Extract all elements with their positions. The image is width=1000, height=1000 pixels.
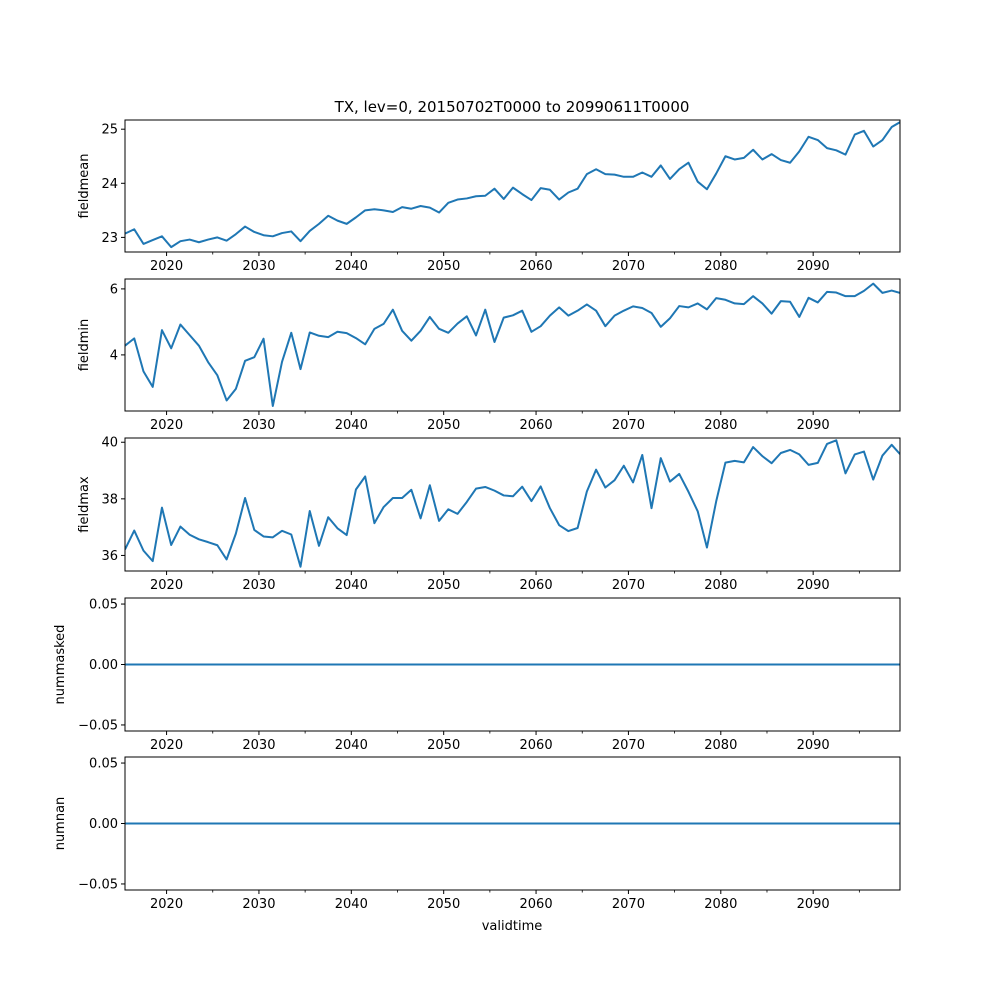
fieldmean-xtick-label: 2040 [335, 259, 368, 274]
fieldmin-xtick-label: 2040 [335, 418, 368, 433]
panel-fieldmin: 4 6 2020 2030 2040 2050 2060 2070 2080 2090 fieldm… [77, 278, 901, 433]
fieldmax-axis-label: fieldmax [77, 476, 92, 533]
nummasked-ytick-label: 0.00 [89, 658, 118, 673]
nummasked-ytick-label: 0.05 [89, 598, 118, 613]
fieldmin-ytick-label: 6 [110, 282, 118, 297]
fieldmax-xtick-label: 2050 [427, 578, 460, 593]
fieldmean-xtick-label: 2020 [150, 259, 183, 274]
chart-title: TX, lev=0, 20150702T0000 to 20990611T000… [334, 98, 690, 116]
numnan-ytick-label: −0.05 [78, 877, 118, 892]
fieldmin-xtick-label: 2020 [150, 418, 183, 433]
nummasked-xtick-label: 2080 [704, 738, 737, 753]
numnan-xtick-label: 2090 [797, 897, 830, 912]
nummasked-axis-label: nummasked [53, 625, 68, 705]
fieldmin-xtick-label: 2080 [704, 418, 737, 433]
fieldmax-xtick-label: 2070 [612, 578, 645, 593]
fieldmean-ytick-label: 23 [101, 231, 118, 246]
nummasked-xtick-label: 2070 [612, 738, 645, 753]
panels: 23 24 25 2020 2030 2040 2050 2060 2070 2080 2090 fi… [53, 119, 901, 912]
panel-nummasked: −0.05 0.00 0.05 2020 2030 2040 2050 2060 2070 208… [53, 597, 901, 753]
fieldmax-xtick-label: 2040 [335, 578, 368, 593]
fieldmin-ytick-label: 4 [110, 348, 118, 363]
fieldmean-xtick-label: 2060 [520, 259, 553, 274]
fieldmax-frame [124, 437, 901, 572]
numnan-axis-label: numnan [53, 797, 68, 851]
nummasked-xtick-label: 2030 [242, 738, 275, 753]
numnan-xtick-label: 2030 [242, 897, 275, 912]
fieldmin-xtick-label: 2050 [427, 418, 460, 433]
numnan-xtick-label: 2060 [520, 897, 553, 912]
nummasked-ytick-label: −0.05 [78, 718, 118, 733]
numnan-xtick-label: 2040 [335, 897, 368, 912]
fieldmax-ytick-label: 40 [101, 436, 118, 451]
fieldmean-frame [124, 119, 901, 253]
fieldmin-axis-label: fieldmin [77, 319, 92, 372]
numnan-xtick-label: 2020 [150, 897, 183, 912]
nummasked-xtick-label: 2050 [427, 738, 460, 753]
nummasked-xtick-label: 2020 [150, 738, 183, 753]
numnan-xtick-label: 2050 [427, 897, 460, 912]
fieldmin-series-line [125, 282, 900, 408]
fieldmax-xtick-label: 2020 [150, 578, 183, 593]
x-axis-label: validtime [482, 919, 543, 934]
fieldmax-ytick-label: 36 [101, 549, 118, 564]
panel-fieldmax: 36 38 40 2020 2030 2040 2050 2060 2070 2080 2090 fi… [77, 436, 901, 593]
panel-fieldmean: 23 24 25 2020 2030 2040 2050 2060 2070 2080 2090 fi… [77, 119, 901, 274]
numnan-xtick-label: 2080 [704, 897, 737, 912]
fieldmin-xtick-label: 2030 [242, 418, 275, 433]
fieldmax-xtick-label: 2090 [797, 578, 830, 593]
fieldmin-xtick-label: 2060 [520, 418, 553, 433]
fieldmean-axis-label: fieldmean [77, 154, 92, 219]
fieldmax-ytick-label: 38 [101, 492, 118, 507]
fieldmax-xtick-label: 2060 [520, 578, 553, 593]
fieldmax-xtick-label: 2080 [704, 578, 737, 593]
fieldmean-series-line [125, 121, 900, 249]
nummasked-xtick-label: 2060 [520, 738, 553, 753]
numnan-ytick-label: 0.00 [89, 817, 118, 832]
fieldmin-xtick-label: 2090 [797, 418, 830, 433]
panel-numnan: −0.05 0.00 0.05 2020 2030 2040 2050 2060 2070 208… [53, 756, 901, 912]
numnan-ytick-label: 0.05 [89, 757, 118, 772]
fieldmean-xtick-label: 2030 [242, 259, 275, 274]
fieldmean-xtick-label: 2070 [612, 259, 645, 274]
nummasked-xtick-label: 2040 [335, 738, 368, 753]
fieldmax-xtick-label: 2030 [242, 578, 275, 593]
fieldmean-xtick-label: 2080 [704, 259, 737, 274]
fieldmean-xtick-label: 2050 [427, 259, 460, 274]
numnan-xtick-label: 2070 [612, 897, 645, 912]
fieldmin-xtick-label: 2070 [612, 418, 645, 433]
fieldmean-ytick-label: 25 [101, 123, 118, 138]
nummasked-xtick-label: 2090 [797, 738, 830, 753]
fieldmean-ytick-label: 24 [101, 177, 118, 192]
fieldmax-series-line [125, 439, 900, 568]
fieldmin-frame [124, 278, 901, 412]
fieldmean-xtick-label: 2090 [797, 259, 830, 274]
